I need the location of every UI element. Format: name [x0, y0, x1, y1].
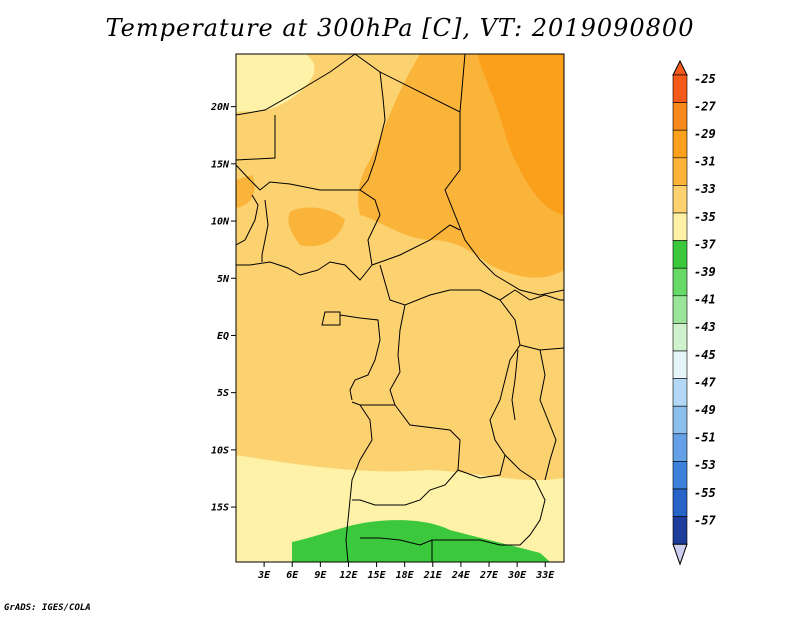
legend-color-box: [672, 157, 688, 186]
legend-label: -45: [694, 348, 716, 362]
lat-tick-label: 10N: [211, 217, 230, 228]
legend-label: -47: [694, 375, 716, 389]
lon-tick-label: 30E: [507, 570, 527, 581]
legend-color-box: [672, 516, 688, 545]
legend-color-box: [672, 433, 688, 462]
legend-color-box: [672, 405, 688, 435]
legend-color-box: [672, 129, 688, 159]
legend-label: -49: [694, 403, 716, 417]
lon-tick-label: 9E: [314, 570, 327, 581]
map-frame: [235, 53, 565, 563]
legend-color-box: [672, 378, 688, 407]
legend-label: -43: [694, 320, 716, 334]
legend-label: -27: [694, 99, 716, 113]
legend-color-box: [672, 323, 688, 352]
latitude-axis: 20N 15N 10N 5N EQ 5S 10S 15S: [210, 102, 236, 514]
legend-color-box: [672, 488, 688, 517]
legend-color-box: [672, 102, 688, 131]
lon-tick-label: 6E: [286, 570, 299, 581]
legend-label: -51: [694, 431, 716, 445]
field-green-cold: [292, 520, 550, 562]
lon-tick-label: 12E: [339, 570, 358, 581]
lon-tick-label: 27E: [479, 570, 499, 581]
legend-color-box: [672, 212, 688, 241]
legend-label: -31: [694, 155, 716, 169]
longitude-axis: 3E 6E 9E 12E 15E 18E 21E 24E 27E 30E 33E: [257, 562, 555, 581]
field-north-pale: [236, 54, 315, 112]
legend-label: -25: [694, 72, 716, 86]
lat-tick-label: 20N: [210, 102, 230, 113]
legend-color-box: [672, 74, 688, 103]
field-dark-orange: [478, 54, 564, 215]
field-orange-patch: [288, 207, 345, 247]
lat-tick-label: 15S: [211, 503, 229, 514]
lat-tick-label: 10S: [211, 445, 229, 456]
legend-top-arrow: [672, 59, 688, 76]
legend-color-box: [672, 295, 688, 324]
legend-label: -53: [694, 458, 716, 472]
legend-label: -33: [694, 182, 716, 196]
legend-label: -41: [694, 293, 716, 307]
legend-color-box: [672, 461, 688, 490]
lon-tick-label: 24E: [451, 570, 471, 581]
lat-tick-label: 5N: [217, 274, 230, 285]
grads-credit: GrADS: IGES/COLA: [4, 603, 91, 613]
legend-label: -55: [694, 486, 716, 500]
legend-label: -29: [694, 127, 716, 141]
legend-label: -35: [694, 210, 716, 224]
lon-tick-label: 3E: [257, 570, 271, 581]
lon-tick-label: 21E: [423, 570, 443, 581]
legend-color-box: [672, 240, 688, 269]
legend-label: -39: [694, 265, 716, 279]
legend-color-box: [672, 267, 688, 297]
legend-color-box: [672, 185, 688, 214]
lon-tick-label: 15E: [368, 570, 387, 581]
legend-bottom-arrow: [672, 543, 688, 566]
legend-color-box: [672, 350, 688, 379]
temperature-field: [236, 54, 564, 562]
color-legend: -25 -27 -29 -31 -33 -35 -37 -39 -41 -43 -45 -47 -49 -…: [672, 59, 716, 566]
legend-label: -57: [694, 513, 716, 527]
lon-tick-label: 18E: [396, 570, 415, 581]
legend-label: -37: [694, 237, 716, 251]
field-orange-patch-2: [236, 175, 255, 208]
lat-tick-label: 5S: [217, 388, 229, 399]
lat-tick-label: 15N: [211, 159, 230, 170]
lat-tick-label: EQ: [217, 331, 229, 342]
map-title: Temperature at 300hPa [C], VT: 201909080…: [105, 14, 695, 42]
lon-tick-label: 33E: [535, 570, 555, 581]
country-borders: [236, 54, 564, 562]
